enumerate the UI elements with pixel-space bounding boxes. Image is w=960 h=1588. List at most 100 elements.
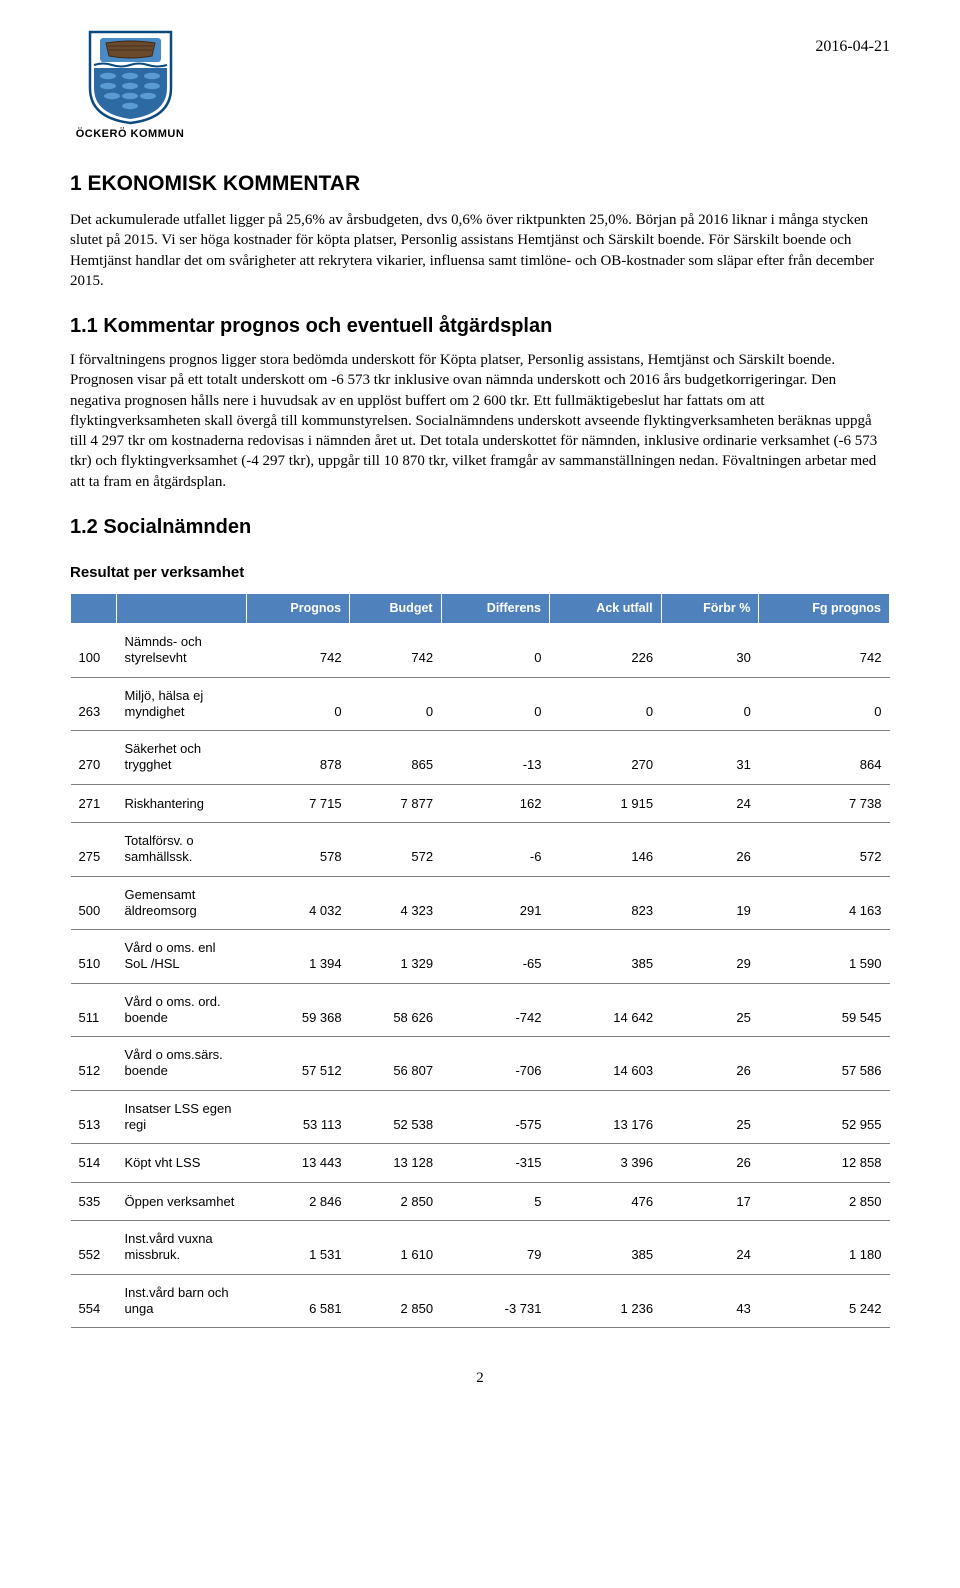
cell-code: 270: [71, 731, 117, 785]
table-row: 275Totalförsv. o samhällssk.578572-61462…: [71, 823, 890, 877]
cell-value: 31: [661, 731, 759, 785]
cell-value: 2 850: [350, 1274, 441, 1328]
cell-value: -575: [441, 1090, 549, 1144]
cell-value: 7 715: [247, 784, 350, 823]
table-row: 535Öppen verksamhet2 8462 8505476172 850: [71, 1182, 890, 1221]
section-1-1-body: I förvaltningens prognos ligger stora be…: [70, 350, 890, 492]
cell-name: Öppen verksamhet: [117, 1182, 247, 1221]
cell-name: Inst.vård vuxna missbruk.: [117, 1221, 247, 1275]
table-row: 552Inst.vård vuxna missbruk.1 5311 61079…: [71, 1221, 890, 1275]
cell-code: 263: [71, 677, 117, 731]
table-row: 511Vård o oms. ord. boende59 36858 626-7…: [71, 983, 890, 1037]
table-row: 514Köpt vht LSS13 44313 128-3153 3962612…: [71, 1144, 890, 1183]
cell-value: -65: [441, 930, 549, 984]
cell-value: 7 877: [350, 784, 441, 823]
cell-value: 2 846: [247, 1182, 350, 1221]
cell-value: 162: [441, 784, 549, 823]
cell-value: -742: [441, 983, 549, 1037]
col-name: [117, 594, 247, 624]
cell-value: 823: [549, 876, 661, 930]
cell-value: 385: [549, 930, 661, 984]
col-differens: Differens: [441, 594, 549, 624]
cell-name: Riskhantering: [117, 784, 247, 823]
cell-value: 57 512: [247, 1037, 350, 1091]
cell-value: 30: [661, 624, 759, 678]
cell-code: 552: [71, 1221, 117, 1275]
cell-value: 0: [350, 677, 441, 731]
col-budget: Budget: [350, 594, 441, 624]
table-row: 271Riskhantering7 7157 8771621 915247 73…: [71, 784, 890, 823]
cell-code: 271: [71, 784, 117, 823]
cell-value: 57 586: [759, 1037, 890, 1091]
cell-value: 742: [759, 624, 890, 678]
cell-value: 24: [661, 1221, 759, 1275]
cell-value: 14 603: [549, 1037, 661, 1091]
cell-code: 512: [71, 1037, 117, 1091]
cell-code: 535: [71, 1182, 117, 1221]
cell-value: 2 850: [350, 1182, 441, 1221]
col-code: [71, 594, 117, 624]
cell-value: 0: [549, 677, 661, 731]
page-number: 2: [70, 1368, 890, 1388]
cell-value: 17: [661, 1182, 759, 1221]
cell-name: Vård o oms.särs. boende: [117, 1037, 247, 1091]
cell-value: 226: [549, 624, 661, 678]
cell-value: 572: [350, 823, 441, 877]
result-per-verksamhet-label: Resultat per verksamhet: [70, 563, 890, 583]
cell-value: 26: [661, 1144, 759, 1183]
cell-value: 52 955: [759, 1090, 890, 1144]
cell-value: 1 590: [759, 930, 890, 984]
cell-value: 742: [247, 624, 350, 678]
table-row: 500Gemensamt äldreomsorg4 0324 323291823…: [71, 876, 890, 930]
cell-value: 26: [661, 1037, 759, 1091]
cell-value: 742: [350, 624, 441, 678]
cell-name: Nämnds- och styrelsevht: [117, 624, 247, 678]
cell-value: 59 368: [247, 983, 350, 1037]
cell-value: 7 738: [759, 784, 890, 823]
cell-value: 4 163: [759, 876, 890, 930]
cell-value: 25: [661, 983, 759, 1037]
cell-value: 0: [661, 677, 759, 731]
table-row: 100Nämnds- och styrelsevht74274202263074…: [71, 624, 890, 678]
cell-code: 511: [71, 983, 117, 1037]
cell-value: 0: [441, 677, 549, 731]
cell-value: 1 329: [350, 930, 441, 984]
section-1-body: Det ackumulerade utfallet ligger på 25,6…: [70, 210, 890, 291]
cell-code: 513: [71, 1090, 117, 1144]
page-header: ÖCKERÖ KOMMUN 2016-04-21: [70, 30, 890, 142]
cell-name: Miljö, hälsa ej myndighet: [117, 677, 247, 731]
cell-name: Säkerhet och trygghet: [117, 731, 247, 785]
cell-value: 5 242: [759, 1274, 890, 1328]
table-row: 263Miljö, hälsa ej myndighet000000: [71, 677, 890, 731]
cell-name: Vård o oms. ord. boende: [117, 983, 247, 1037]
cell-value: 19: [661, 876, 759, 930]
cell-value: 29: [661, 930, 759, 984]
section-1-heading: 1 EKONOMISK KOMMENTAR: [70, 170, 890, 198]
cell-code: 514: [71, 1144, 117, 1183]
cell-value: 270: [549, 731, 661, 785]
cell-code: 275: [71, 823, 117, 877]
cell-value: 146: [549, 823, 661, 877]
cell-value: 4 323: [350, 876, 441, 930]
cell-value: 291: [441, 876, 549, 930]
cell-value: -3 731: [441, 1274, 549, 1328]
col-prognos: Prognos: [247, 594, 350, 624]
cell-value: 572: [759, 823, 890, 877]
cell-value: 25: [661, 1090, 759, 1144]
table-row: 510Vård o oms. enl SoL /HSL1 3941 329-65…: [71, 930, 890, 984]
cell-value: 53 113: [247, 1090, 350, 1144]
cell-value: 578: [247, 823, 350, 877]
cell-value: 1 180: [759, 1221, 890, 1275]
cell-name: Köpt vht LSS: [117, 1144, 247, 1183]
cell-value: 0: [759, 677, 890, 731]
cell-value: 79: [441, 1221, 549, 1275]
cell-value: 476: [549, 1182, 661, 1221]
cell-value: 864: [759, 731, 890, 785]
cell-value: 24: [661, 784, 759, 823]
cell-value: 4 032: [247, 876, 350, 930]
cell-name: Totalförsv. o samhällssk.: [117, 823, 247, 877]
cell-code: 500: [71, 876, 117, 930]
cell-value: -706: [441, 1037, 549, 1091]
cell-value: 14 642: [549, 983, 661, 1037]
cell-value: 43: [661, 1274, 759, 1328]
